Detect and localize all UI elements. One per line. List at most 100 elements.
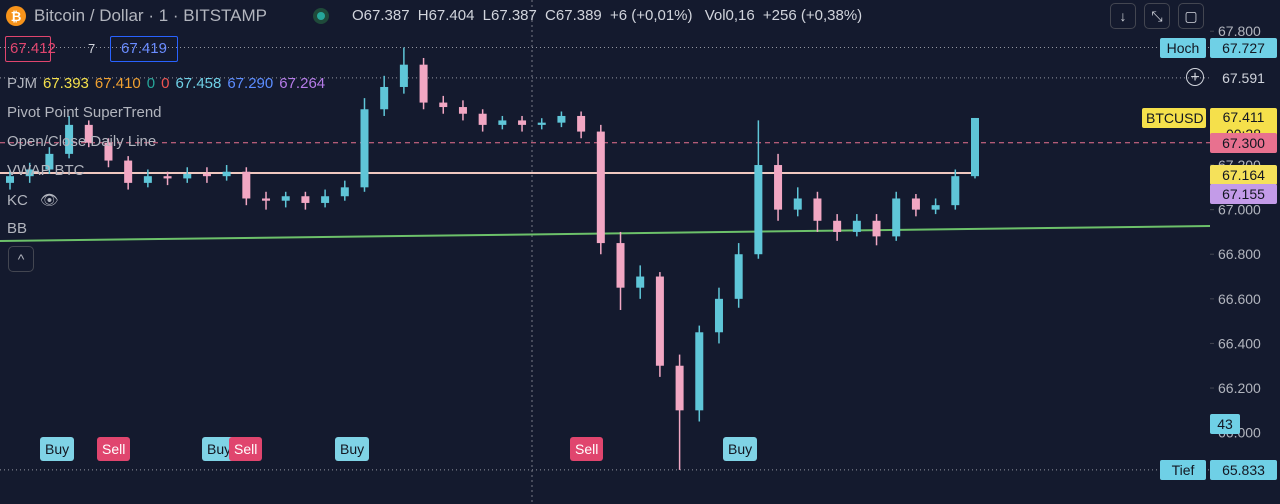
value: 0,16 (725, 7, 755, 24)
candle-body (65, 124, 74, 154)
candle-body (439, 102, 448, 108)
spread: 7 (88, 41, 96, 56)
signal-buy: Buy (335, 437, 370, 461)
hidden-icon[interactable]: 👁 (40, 192, 60, 209)
price-tag: Hoch (1160, 37, 1206, 58)
collapse-button[interactable]: ⤡ (1144, 3, 1170, 29)
y-tick-label: 66.400 (1218, 335, 1261, 351)
candle-body (360, 109, 369, 188)
add-alert[interactable]: + (1186, 67, 1204, 86)
candle-body (104, 142, 113, 161)
signal-sell: Sell (97, 437, 131, 461)
price-label: 67.155 (1210, 184, 1277, 205)
candle-body (6, 176, 14, 183)
y-tick-label: 66.800 (1218, 246, 1261, 262)
candle-body (262, 198, 271, 201)
candle-body (931, 205, 940, 210)
price-label: 67.727 (1210, 37, 1277, 58)
candle-body (143, 176, 152, 183)
candle-body (242, 171, 251, 199)
indicator-value: 0 (146, 75, 156, 92)
price-label: 67.164 (1210, 165, 1277, 186)
label: C (545, 7, 556, 24)
candle-body (183, 173, 192, 179)
candle-body (222, 171, 231, 177)
down-button[interactable]: ↓ (1110, 3, 1136, 29)
btc-icon: ₿ (6, 6, 26, 26)
bid[interactable]: 67.412 (5, 36, 56, 62)
collapse-legend[interactable]: ^ (8, 246, 34, 272)
y-tick-label: 67.000 (1218, 202, 1261, 218)
candle-body (84, 124, 93, 143)
signal-sell: Sell (570, 437, 604, 461)
change: +256 (+0,38%) (762, 7, 863, 24)
candle-body (518, 120, 527, 125)
indicator-value: 67.393 (43, 75, 89, 92)
ohlc-legend: O67.387 H67.404 L67.387 C67.389 +6 (+0,0… (352, 7, 862, 24)
price-label: 65.833 (1210, 459, 1277, 480)
price: 67.411 (1222, 108, 1265, 125)
candle-body (774, 165, 783, 210)
candle-body (25, 169, 34, 177)
label: O (352, 7, 364, 24)
candle-body (636, 276, 645, 288)
indicator: VWAP BTC (7, 162, 85, 179)
y-tick-label: 66.600 (1218, 291, 1261, 307)
value: 67.387 (490, 7, 537, 24)
signal-sell: Sell (229, 437, 263, 461)
ask[interactable]: 67.419 (110, 36, 178, 62)
y-tick-label: 67.800 (1218, 23, 1261, 39)
status-dot (313, 8, 329, 24)
candle-body (695, 332, 704, 411)
candle-body (340, 187, 349, 197)
candle-body (458, 107, 467, 114)
indicator-pjm: PJM 67.393 67.410 0 0 67.458 67.290 67.264 (7, 75, 325, 92)
indicator: BB (7, 220, 28, 237)
y-tick-label: 66.200 (1218, 380, 1261, 396)
candle-body (675, 365, 684, 411)
candle-body (892, 198, 901, 237)
candle-body (596, 131, 605, 244)
candle-body (202, 173, 211, 177)
indicator: Open/Close Daily Line (7, 133, 157, 150)
label: Vol (704, 7, 726, 24)
label: H (417, 7, 429, 24)
candle-body (577, 115, 586, 132)
candle-body (419, 64, 428, 103)
indicator-value: 67.410 (94, 75, 141, 92)
candle-body (852, 220, 861, 232)
candle-body (281, 196, 290, 201)
candle-body (951, 176, 960, 206)
candle-body (301, 196, 310, 203)
candle-body (872, 220, 881, 237)
indicator-value: 67.458 (175, 75, 222, 92)
candle-body (833, 220, 842, 232)
candle-body (793, 198, 802, 210)
fullscreen-button[interactable]: ▢ (1178, 3, 1204, 29)
candle-body (380, 86, 389, 110)
candle-body (498, 120, 507, 125)
price-tag: BTCUSD (1142, 107, 1206, 128)
indicator: Pivot Point SuperTrend (7, 104, 162, 121)
candle-body (321, 196, 330, 203)
trend-line (0, 225, 1211, 242)
indicator-value: 67.290 (227, 75, 274, 92)
value: 67.404 (428, 7, 475, 24)
candle-body (557, 115, 566, 123)
label: KC (7, 192, 28, 209)
symbol-title: Bitcoin / Dollar · 1 · BITSTAMP (34, 6, 268, 25)
candle-body (478, 113, 487, 125)
svg-text:₿: ₿ (11, 9, 22, 24)
indicator: KC 👁 (7, 191, 59, 209)
price-label: 67.591 (1210, 67, 1277, 88)
candle-body (655, 276, 664, 366)
candle-body (754, 165, 763, 255)
candle-body (971, 117, 979, 177)
candle-body (714, 298, 723, 333)
candle-body (616, 243, 625, 288)
candle-body (399, 64, 408, 87)
candle-body (911, 198, 920, 210)
price-label: 67.300 (1210, 132, 1277, 153)
label: PJM (7, 75, 37, 92)
